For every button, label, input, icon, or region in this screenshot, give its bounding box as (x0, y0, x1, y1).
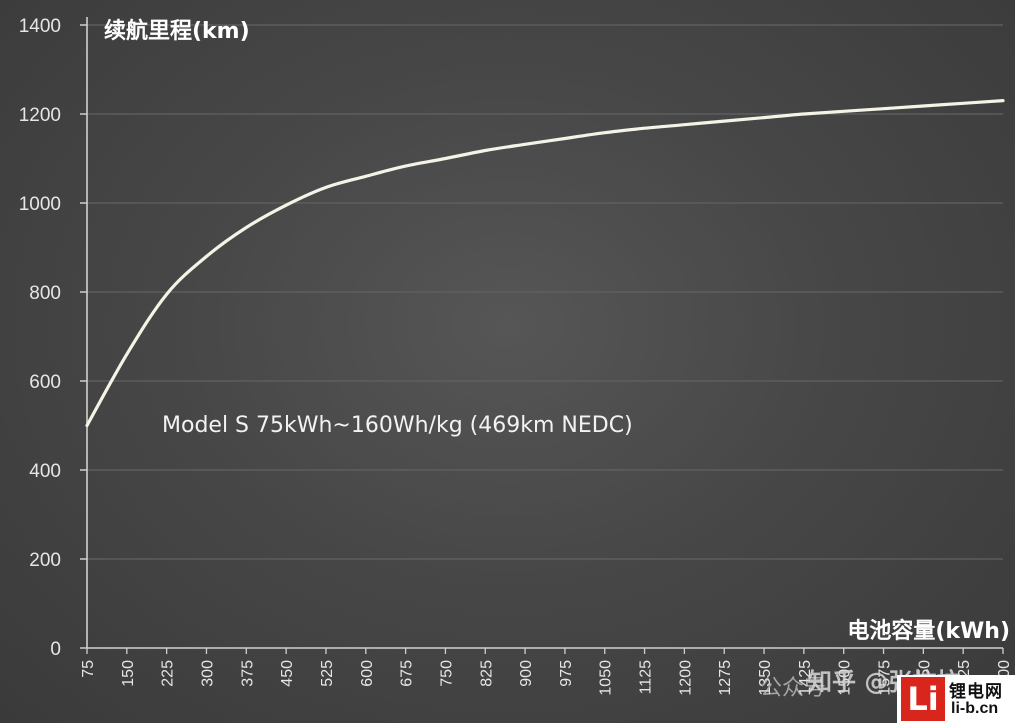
x-tick-label: 75 (80, 660, 97, 678)
x-tick-label: 150 (120, 660, 137, 687)
data-point (284, 204, 288, 207)
logo-mark: Li (901, 677, 945, 721)
data-point (762, 116, 766, 119)
x-tick-label: 900 (518, 660, 535, 687)
x-tick-label: 825 (478, 660, 495, 687)
y-tick-label: 1400 (19, 16, 61, 37)
axes (80, 17, 1004, 654)
data-point (364, 175, 367, 178)
y-tick-label: 1200 (19, 105, 61, 126)
range-curve (85, 99, 1005, 428)
data-point (1001, 99, 1005, 102)
y-tick-label: 600 (29, 372, 61, 393)
x-tick-label: 1275 (717, 660, 734, 696)
x-tick-label: 375 (239, 660, 256, 687)
data-point (922, 104, 925, 108)
data-point (85, 424, 89, 427)
y-axis-title: 续航里程(km) (104, 18, 250, 44)
li-b-logo: Li 锂电网 li-b.cn (897, 675, 1015, 723)
y-tick-label: 0 (50, 639, 61, 660)
data-point (842, 110, 845, 113)
x-tick-label: 1425 (797, 660, 814, 696)
x-tick-label: 1500 (837, 660, 854, 696)
x-tick-label: 675 (399, 660, 416, 687)
data-point (603, 131, 606, 134)
logo-url: li-b.cn (951, 700, 999, 717)
data-point (643, 127, 646, 130)
data-point (444, 157, 447, 160)
x-tick-labels: 75 150 225 300 375 450 525 600 675 750 825 900 975 10… (80, 660, 1013, 696)
x-tick-label: 1350 (757, 660, 774, 696)
y-tick-label: 1000 (19, 194, 61, 215)
x-tick-label: 225 (160, 660, 177, 687)
x-tick-label: 1125 (638, 660, 655, 695)
data-point (802, 112, 806, 116)
x-tick-label: 1050 (598, 660, 615, 696)
series-lines (85, 99, 1005, 428)
x-tick-label: 450 (279, 660, 296, 687)
x-tick-label: 750 (438, 660, 455, 687)
data-point (125, 353, 129, 356)
data-point (882, 107, 885, 110)
y-tick-label: 400 (29, 461, 61, 482)
x-tick-label: 525 (319, 660, 336, 687)
x-tick-label: 1575 (877, 660, 894, 696)
data-point (563, 137, 567, 140)
x-tick-label: 600 (359, 660, 376, 687)
y-tick-label: 200 (29, 550, 61, 571)
y-tick-labels: 0 200 400 600 800 1000 1200 1400 (19, 16, 61, 660)
data-point (205, 255, 208, 258)
data-point (484, 149, 487, 152)
y-tick-label: 800 (29, 283, 61, 304)
data-point (723, 119, 726, 123)
data-point (245, 226, 248, 229)
data-point (404, 164, 407, 168)
x-tick-label: 1200 (677, 660, 694, 696)
data-point (523, 143, 527, 146)
logo-name: 锂电网 (949, 682, 1003, 702)
wechat-watermark: 公众号 (760, 676, 826, 701)
data-point (324, 186, 328, 189)
x-tick-label: 975 (558, 660, 575, 687)
gridlines (87, 24, 1003, 560)
data-point (165, 293, 168, 296)
data-point (961, 102, 965, 105)
data-point (683, 123, 686, 126)
x-axis-title: 电池容量(kWh) (847, 618, 1010, 644)
chart-annotation: Model S 75kWh~160Wh/kg (469km NEDC) (162, 413, 633, 438)
x-tick-label: 300 (199, 660, 216, 687)
